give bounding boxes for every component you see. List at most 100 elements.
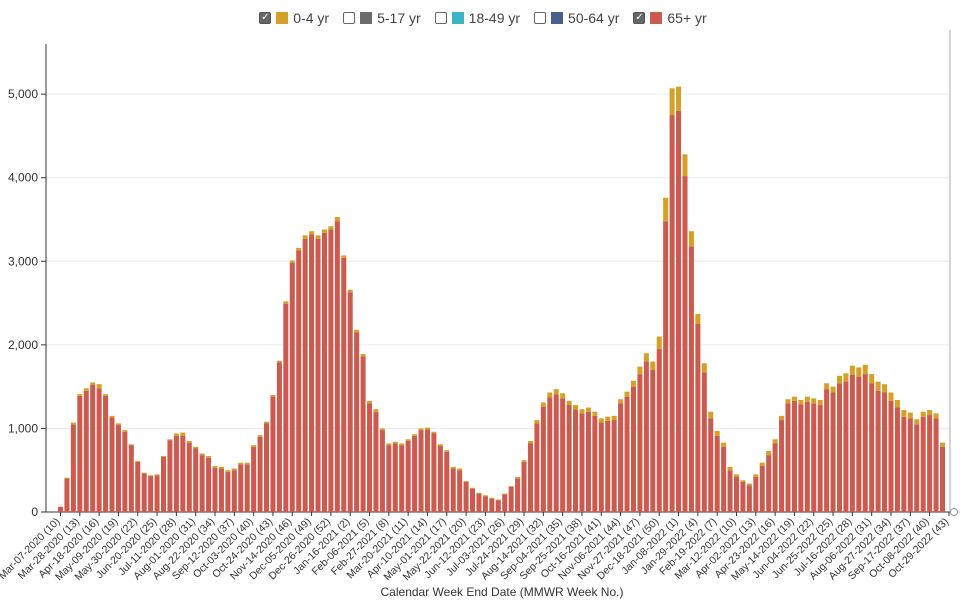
- bar-65plus[interactable]: [849, 374, 855, 512]
- bar-65plus[interactable]: [605, 420, 611, 512]
- bar-65plus[interactable]: [238, 464, 244, 512]
- bar-0-4[interactable]: [888, 392, 894, 401]
- bar-65plus[interactable]: [334, 221, 340, 512]
- bar-65plus[interactable]: [96, 388, 102, 512]
- bar-65plus[interactable]: [875, 390, 881, 512]
- bar-65plus[interactable]: [721, 446, 727, 512]
- bar-0-4[interactable]: [920, 411, 926, 417]
- bar-0-4[interactable]: [798, 400, 804, 405]
- bar-65plus[interactable]: [573, 409, 579, 512]
- bar-0-4[interactable]: [180, 432, 186, 436]
- bar-0-4[interactable]: [341, 255, 347, 258]
- bar-0-4[interactable]: [103, 394, 109, 396]
- bar-65plus[interactable]: [257, 436, 263, 512]
- bar-0-4[interactable]: [450, 466, 456, 469]
- bar-65plus[interactable]: [508, 486, 514, 512]
- bar-0-4[interactable]: [643, 353, 649, 362]
- bar-65plus[interactable]: [637, 374, 643, 512]
- bar-0-4[interactable]: [238, 462, 244, 465]
- bar-65plus[interactable]: [148, 476, 154, 512]
- bar-65plus[interactable]: [476, 493, 482, 512]
- legend-item-0-4-yr[interactable]: ✓ 0-4 yr: [259, 10, 329, 26]
- bar-65plus[interactable]: [418, 430, 424, 512]
- bar-65plus[interactable]: [927, 415, 933, 512]
- bar-0-4[interactable]: [476, 492, 482, 494]
- bar-65plus[interactable]: [882, 392, 888, 512]
- bar-65plus[interactable]: [618, 403, 624, 512]
- bar-0-4[interactable]: [109, 415, 115, 418]
- bar-65plus[interactable]: [302, 238, 308, 512]
- bar-0-4[interactable]: [630, 380, 636, 387]
- bar-0-4[interactable]: [463, 481, 469, 482]
- bar-65plus[interactable]: [676, 110, 682, 512]
- bar-0-4[interactable]: [218, 466, 224, 469]
- bar-0-4[interactable]: [199, 453, 205, 456]
- bar-0-4[interactable]: [598, 418, 604, 423]
- bar-0-4[interactable]: [759, 462, 765, 467]
- bar-65plus[interactable]: [386, 445, 392, 512]
- bar-0-4[interactable]: [869, 374, 875, 384]
- bar-0-4[interactable]: [830, 386, 836, 393]
- bar-0-4[interactable]: [515, 476, 521, 479]
- bar-0-4[interactable]: [283, 301, 289, 304]
- bar-65plus[interactable]: [521, 461, 527, 512]
- bar-0-4[interactable]: [437, 444, 443, 446]
- bar-65plus[interactable]: [856, 376, 862, 512]
- bar-0-4[interactable]: [392, 441, 398, 444]
- bar-0-4[interactable]: [669, 88, 675, 116]
- bar-0-4[interactable]: [721, 442, 727, 447]
- bar-0-4[interactable]: [96, 384, 102, 389]
- bar-0-4[interactable]: [624, 391, 630, 397]
- bar-65plus[interactable]: [457, 470, 463, 512]
- bar-65plus[interactable]: [392, 443, 398, 512]
- bar-0-4[interactable]: [714, 430, 720, 436]
- bar-0-4[interactable]: [708, 411, 714, 419]
- bar-65plus[interactable]: [624, 396, 630, 512]
- bar-65plus[interactable]: [276, 362, 282, 512]
- bar-0-4[interactable]: [482, 495, 488, 497]
- bar-0-4[interactable]: [856, 367, 862, 377]
- bar-65plus[interactable]: [669, 115, 675, 513]
- bar-65plus[interactable]: [733, 476, 739, 512]
- bar-65plus[interactable]: [141, 473, 147, 512]
- bar-65plus[interactable]: [399, 445, 405, 512]
- bar-0-4[interactable]: [534, 420, 540, 424]
- bar-65plus[interactable]: [727, 470, 733, 512]
- bar-0-4[interactable]: [302, 235, 308, 239]
- bar-65plus[interactable]: [225, 471, 231, 512]
- bar-0-4[interactable]: [882, 384, 888, 393]
- bar-65plus[interactable]: [663, 221, 669, 512]
- bar-65plus[interactable]: [560, 398, 566, 512]
- bar-65plus[interactable]: [553, 394, 559, 512]
- bar-65plus[interactable]: [264, 423, 270, 512]
- bar-65plus[interactable]: [437, 445, 443, 512]
- bar-65plus[interactable]: [199, 455, 205, 512]
- legend-item-65-yr[interactable]: ✓ 65+ yr: [633, 10, 707, 26]
- bar-65plus[interactable]: [489, 498, 495, 512]
- bar-65plus[interactable]: [714, 435, 720, 512]
- bar-0-4[interactable]: [766, 450, 772, 456]
- bar-0-4[interactable]: [579, 409, 585, 414]
- bar-0-4[interactable]: [592, 411, 598, 416]
- bar-0-4[interactable]: [508, 486, 514, 487]
- bar-0-4[interactable]: [502, 493, 508, 495]
- bar-65plus[interactable]: [688, 246, 694, 512]
- bar-65plus[interactable]: [296, 250, 302, 512]
- bar-0-4[interactable]: [373, 409, 379, 412]
- bar-65plus[interactable]: [740, 481, 746, 512]
- bar-65plus[interactable]: [798, 404, 804, 512]
- bar-0-4[interactable]: [901, 410, 907, 417]
- bar-0-4[interactable]: [553, 389, 559, 395]
- bar-0-4[interactable]: [206, 456, 212, 458]
- bar-65plus[interactable]: [785, 403, 791, 512]
- bar-0-4[interactable]: [933, 413, 939, 419]
- bar-0-4[interactable]: [727, 466, 733, 471]
- bar-0-4[interactable]: [779, 415, 785, 421]
- bar-65plus[interactable]: [431, 433, 437, 512]
- bar-0-4[interactable]: [733, 474, 739, 477]
- bar-65plus[interactable]: [534, 423, 540, 512]
- bar-0-4[interactable]: [618, 399, 624, 404]
- bar-65plus[interactable]: [109, 417, 115, 512]
- bar-65plus[interactable]: [811, 403, 817, 512]
- bar-65plus[interactable]: [218, 468, 224, 512]
